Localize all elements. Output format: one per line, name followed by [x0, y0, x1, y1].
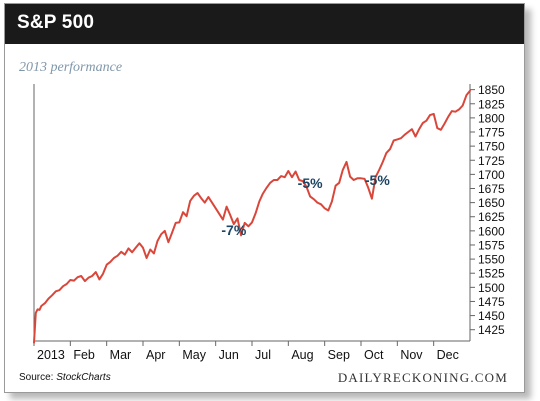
x-tick-label: Nov [400, 348, 423, 362]
y-tick-label: 1775 [478, 126, 505, 140]
brand-logo-text: DAILYRECKONING.COM [337, 370, 508, 385]
chart-subtitle: 2013 performance [19, 60, 123, 75]
y-axis: 1425145014751500152515501575160016251650… [470, 83, 505, 337]
y-tick-label: 1800 [478, 111, 505, 125]
x-tick-label: Sep [328, 348, 350, 362]
y-tick-label: 1500 [478, 281, 505, 295]
x-axis: 2013 Feb Mar Apr May Jun Jul Aug Sep Oct Nov Dec [33, 341, 459, 362]
y-tick-label: 1625 [478, 210, 505, 224]
y-tick-label: 1575 [478, 238, 505, 252]
drawdown-annotation: -5% [365, 172, 390, 188]
series-line-0 [33, 89, 471, 344]
x-tick-label: Feb [73, 348, 95, 362]
x-tick-label: May [182, 348, 206, 362]
source-name: StockCharts [56, 372, 111, 383]
chart-header: S&P 500 [5, 4, 524, 44]
y-tick-label: 1850 [478, 83, 505, 97]
y-tick-label: 1650 [478, 196, 505, 210]
y-tick-label: 1525 [478, 267, 505, 281]
y-tick-label: 1550 [478, 253, 505, 267]
y-tick-label: 1600 [478, 224, 505, 238]
plot-frame [33, 84, 471, 342]
y-tick-label: 1425 [478, 323, 505, 337]
x-tick-label: Dec [437, 348, 459, 362]
series-layer [33, 89, 471, 344]
y-tick-label: 1450 [478, 309, 505, 323]
y-tick-label: 1475 [478, 295, 505, 309]
x-tick-label: Aug [291, 348, 313, 362]
y-tick-label: 1750 [478, 140, 505, 154]
annotation-layer: -7% -5% -5% [221, 172, 390, 238]
x-tick-label: Apr [146, 348, 165, 362]
x-tick-label: Jul [255, 348, 271, 362]
y-tick-label: 1725 [478, 154, 505, 168]
x-tick-label: 2013 [37, 348, 65, 362]
drawdown-annotation: -7% [221, 222, 246, 238]
y-tick-label: 1675 [478, 182, 505, 196]
y-tick-label: 1700 [478, 168, 505, 182]
chart-title: S&P 500 [17, 12, 95, 33]
source-note: Source: StockCharts [19, 372, 111, 383]
y-tick-label: 1825 [478, 97, 505, 111]
chart-card: S&P 500 2013 performance 1425 1450 1475 150… [4, 3, 525, 393]
line-chart: 1425145014751500152515501575160016251650… [33, 83, 505, 362]
x-tick-label: Jun [219, 348, 239, 362]
drawdown-annotation: -5% [298, 175, 323, 191]
source-label: Source: [19, 372, 54, 383]
x-tick-label: Oct [364, 348, 384, 362]
x-tick-label: Mar [110, 348, 132, 362]
